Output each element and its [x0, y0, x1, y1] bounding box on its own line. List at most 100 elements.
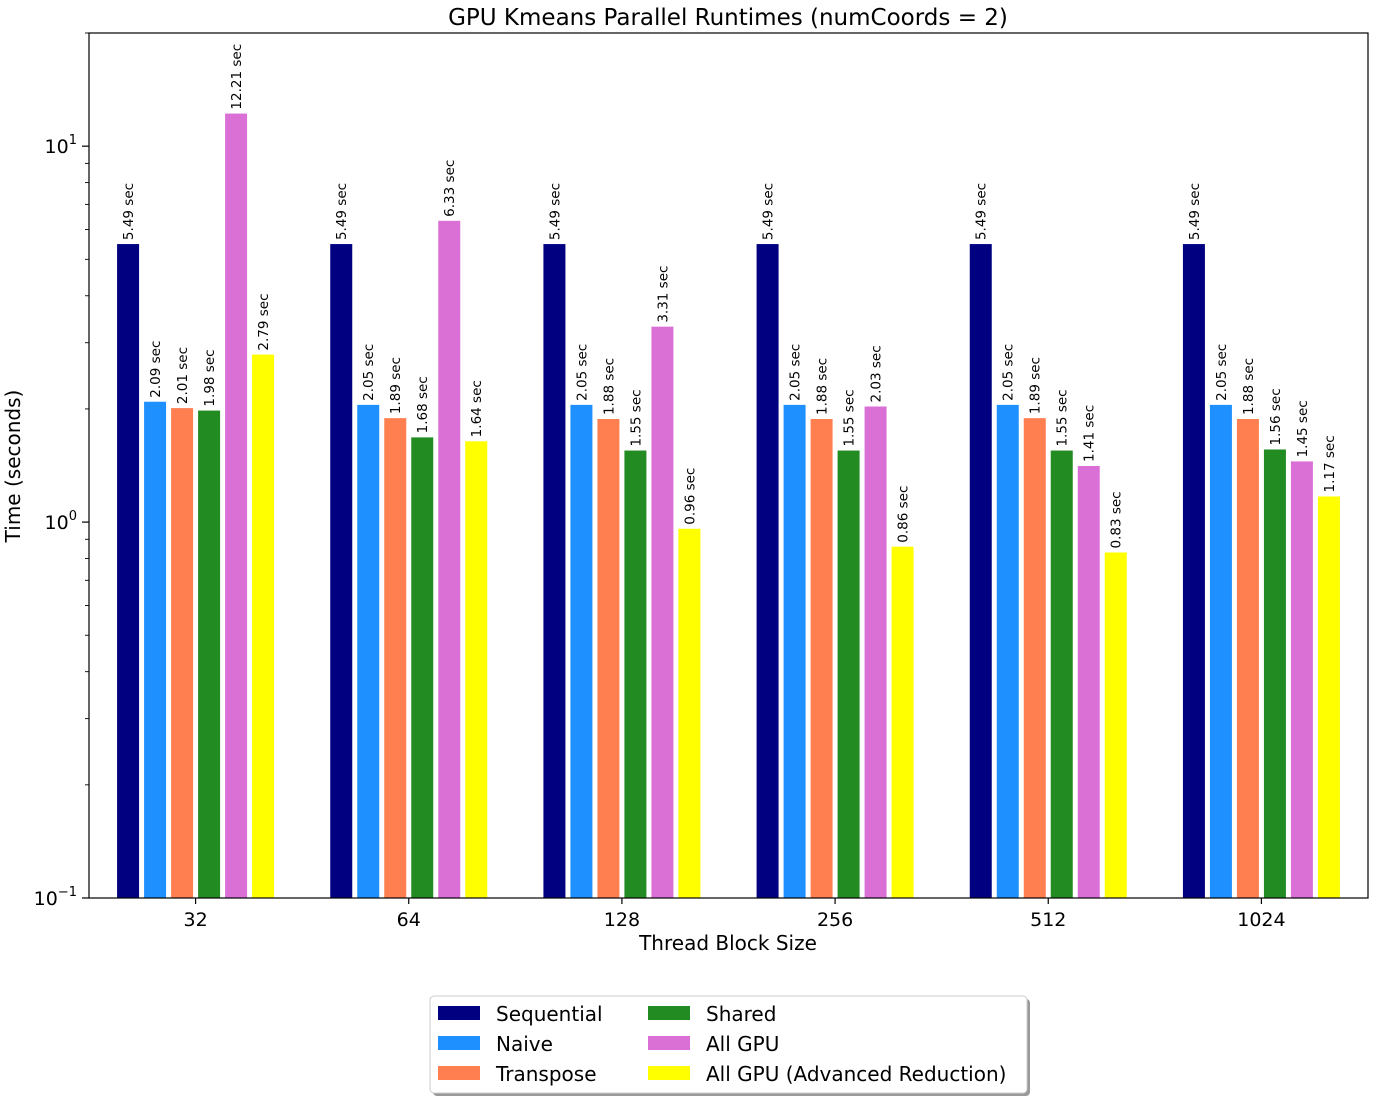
- bar-value-label: 6.33 sec: [442, 160, 458, 217]
- legend-swatch: [438, 1066, 480, 1080]
- legend-swatch: [438, 1006, 480, 1020]
- bar-shared-512: [1050, 450, 1073, 898]
- y-tick-label: 10−1: [34, 885, 77, 910]
- bar-naive-512: [996, 404, 1019, 898]
- bar-sequential-512: [969, 244, 992, 898]
- x-axis-label: Thread Block Size: [638, 931, 817, 955]
- legend-swatch: [648, 1036, 690, 1050]
- bar-value-label: 2.79 sec: [256, 293, 272, 350]
- bars-layer: [117, 113, 1340, 899]
- bar-all-gpu-advanced-reduction-256: [891, 546, 914, 898]
- bar-value-label: 3.31 sec: [655, 266, 671, 323]
- bar-value-label: 1.89 sec: [388, 357, 404, 414]
- bar-all-gpu-1024: [1290, 461, 1313, 898]
- bar-value-label: 1.98 sec: [202, 349, 218, 406]
- bar-all-gpu-advanced-reduction-1024: [1317, 496, 1340, 898]
- y-axis: 10−1 100 101: [34, 32, 89, 910]
- x-tick-label: 512: [1030, 909, 1066, 931]
- bar-sequential-64: [330, 244, 353, 898]
- bar-value-label: 2.05 sec: [361, 344, 377, 401]
- legend-label: Sequential: [496, 1002, 603, 1026]
- bar-value-label: 5.49 sec: [974, 183, 990, 240]
- bar-sequential-1024: [1182, 244, 1205, 898]
- bar-shared-256: [837, 450, 860, 898]
- x-axis: 32 64 128 256 512 1024: [183, 898, 1286, 931]
- bar-value-label: 1.41 sec: [1082, 405, 1098, 462]
- bar-value-label: 5.49 sec: [1187, 183, 1203, 240]
- legend-label: Shared: [706, 1002, 776, 1026]
- bar-transpose-32: [171, 408, 194, 898]
- bar-transpose-512: [1023, 418, 1046, 898]
- bar-all-gpu-32: [225, 113, 248, 898]
- bar-transpose-128: [597, 419, 620, 898]
- bar-sequential-128: [543, 244, 566, 898]
- bar-value-label: 1.88 sec: [1241, 358, 1257, 415]
- bar-all-gpu-advanced-reduction-64: [465, 441, 488, 898]
- bar-value-label: 2.05 sec: [574, 344, 590, 401]
- plot-frame: [88, 32, 1369, 899]
- legend: Sequential Naive Transpose Shared All GPU All…: [429, 995, 1030, 1096]
- x-tick-label: 64: [397, 909, 421, 931]
- bar-all-gpu-256: [864, 406, 887, 898]
- bar-value-label: 5.49 sec: [334, 183, 350, 240]
- bar-value-label: 1.55 sec: [628, 389, 644, 446]
- bar-value-label: 0.96 sec: [682, 468, 698, 525]
- legend-label: Naive: [496, 1032, 553, 1056]
- bar-value-label: 1.55 sec: [842, 389, 858, 446]
- bar-value-label: 2.09 sec: [148, 341, 164, 398]
- bar-all-gpu-advanced-reduction-32: [252, 354, 275, 899]
- bar-value-label: 2.03 sec: [869, 345, 885, 402]
- bar-value-label: 5.49 sec: [547, 183, 563, 240]
- bar-value-label: 1.45 sec: [1295, 400, 1311, 457]
- chart-title: GPU Kmeans Parallel Runtimes (numCoords …: [448, 5, 1008, 31]
- bar-value-label: 1.88 sec: [815, 358, 831, 415]
- legend-swatch: [438, 1036, 480, 1050]
- bar-sequential-256: [756, 244, 779, 898]
- bar-value-label: 5.49 sec: [121, 183, 137, 240]
- bar-naive-32: [144, 401, 167, 898]
- bar-naive-256: [783, 404, 806, 898]
- bar-value-label: 1.17 sec: [1322, 435, 1338, 492]
- bar-value-label: 5.49 sec: [761, 183, 777, 240]
- bar-transpose-1024: [1236, 419, 1259, 898]
- bar-labels-layer: 5.49 sec 5.49 sec 5.49 sec 5.49 sec 5.49 sec…: [121, 44, 1338, 549]
- bar-transpose-64: [384, 418, 407, 898]
- bar-shared-32: [198, 410, 221, 898]
- x-tick-label: 256: [817, 909, 853, 931]
- legend-label: Transpose: [495, 1062, 597, 1086]
- bar-sequential-32: [117, 244, 140, 898]
- x-tick-label: 32: [183, 909, 207, 931]
- bar-value-label: 12.21 sec: [229, 44, 245, 110]
- bar-naive-128: [570, 404, 593, 898]
- bar-value-label: 1.55 sec: [1055, 389, 1071, 446]
- bar-value-label: 2.05 sec: [1001, 344, 1017, 401]
- bar-all-gpu-advanced-reduction-128: [678, 528, 701, 898]
- legend-label: All GPU: [706, 1032, 779, 1056]
- bar-value-label: 2.05 sec: [788, 344, 804, 401]
- bar-value-label: 1.88 sec: [601, 358, 617, 415]
- bar-value-label: 1.89 sec: [1028, 357, 1044, 414]
- bar-value-label: 0.83 sec: [1109, 491, 1125, 548]
- legend-box: [429, 995, 1028, 1094]
- bar-value-label: 1.56 sec: [1268, 388, 1284, 445]
- bar-shared-64: [411, 437, 434, 898]
- bar-transpose-256: [810, 419, 833, 898]
- bar-value-label: 2.01 sec: [175, 347, 191, 404]
- bar-naive-64: [357, 404, 380, 898]
- legend-label: All GPU (Advanced Reduction): [706, 1062, 1006, 1086]
- legend-swatch: [648, 1066, 690, 1080]
- bar-value-label: 2.05 sec: [1214, 344, 1230, 401]
- y-tick-label: 100: [45, 509, 77, 534]
- x-tick-label: 128: [604, 909, 640, 931]
- bar-value-label: 1.64 sec: [469, 380, 485, 437]
- bar-all-gpu-128: [651, 326, 674, 899]
- bar-shared-1024: [1263, 449, 1286, 898]
- y-tick-label: 101: [45, 133, 77, 158]
- bar-value-label: 0.86 sec: [896, 486, 912, 543]
- bar-value-label: 1.68 sec: [415, 376, 431, 433]
- y-axis-label: Time (seconds): [1, 390, 25, 544]
- bar-naive-1024: [1209, 404, 1232, 898]
- bar-all-gpu-advanced-reduction-512: [1104, 552, 1127, 898]
- legend-swatch: [648, 1006, 690, 1020]
